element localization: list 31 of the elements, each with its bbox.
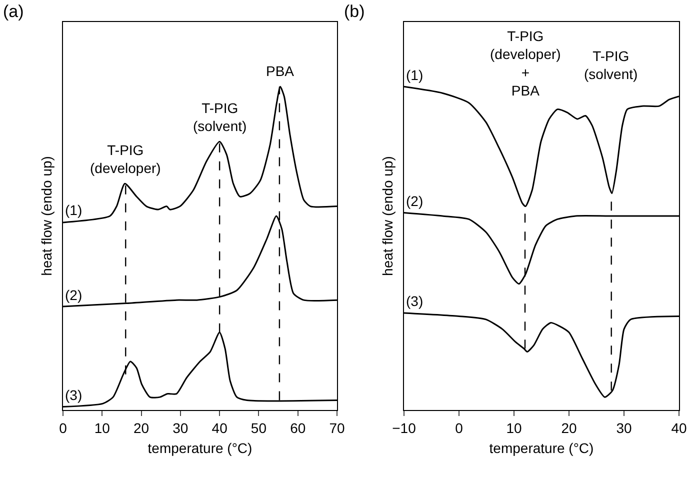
x-tick-label: 20	[134, 420, 150, 436]
text: T-PIG (solvent)	[584, 48, 638, 82]
series-label: (1)	[406, 67, 424, 83]
series-label: (2)	[65, 287, 82, 303]
x-axis-title: temperature (°C)	[489, 440, 594, 456]
x-axis-title: temperature (°C)	[148, 440, 252, 456]
x-tick-label: 10	[506, 420, 522, 436]
chart-title: (a)	[3, 2, 24, 21]
x-tick-label: 60	[290, 420, 306, 436]
x-tick-label: 50	[250, 420, 267, 436]
series-label: (3)	[65, 387, 82, 403]
series-label: (2)	[406, 193, 424, 209]
x-tick-label: 0	[455, 420, 464, 436]
series-label: (1)	[65, 202, 82, 218]
x-tick-label: −10	[392, 420, 416, 436]
y-axis-title: heat flow (endo up)	[380, 156, 396, 276]
annotation: T-PIG (developer)	[90, 142, 161, 176]
series-label: (3)	[406, 293, 424, 309]
x-tick-label: 70	[329, 420, 345, 436]
x-tick-label: 20	[561, 420, 577, 436]
y-axis-title: heat flow (endo up)	[38, 156, 55, 276]
x-tick-label: 40	[671, 420, 687, 436]
annotation: T-PIG (developer) + PBA	[490, 28, 561, 99]
annotation: PBA	[266, 63, 295, 79]
x-tick-label: 40	[212, 420, 228, 436]
chart-title: (b)	[344, 2, 365, 21]
x-tick-label: 30	[172, 420, 188, 436]
x-tick-label: 30	[616, 420, 632, 436]
annotation: T-PIG (solvent)	[193, 100, 247, 134]
x-tick-label: 10	[94, 420, 110, 436]
x-tick-label: 0	[59, 420, 68, 436]
